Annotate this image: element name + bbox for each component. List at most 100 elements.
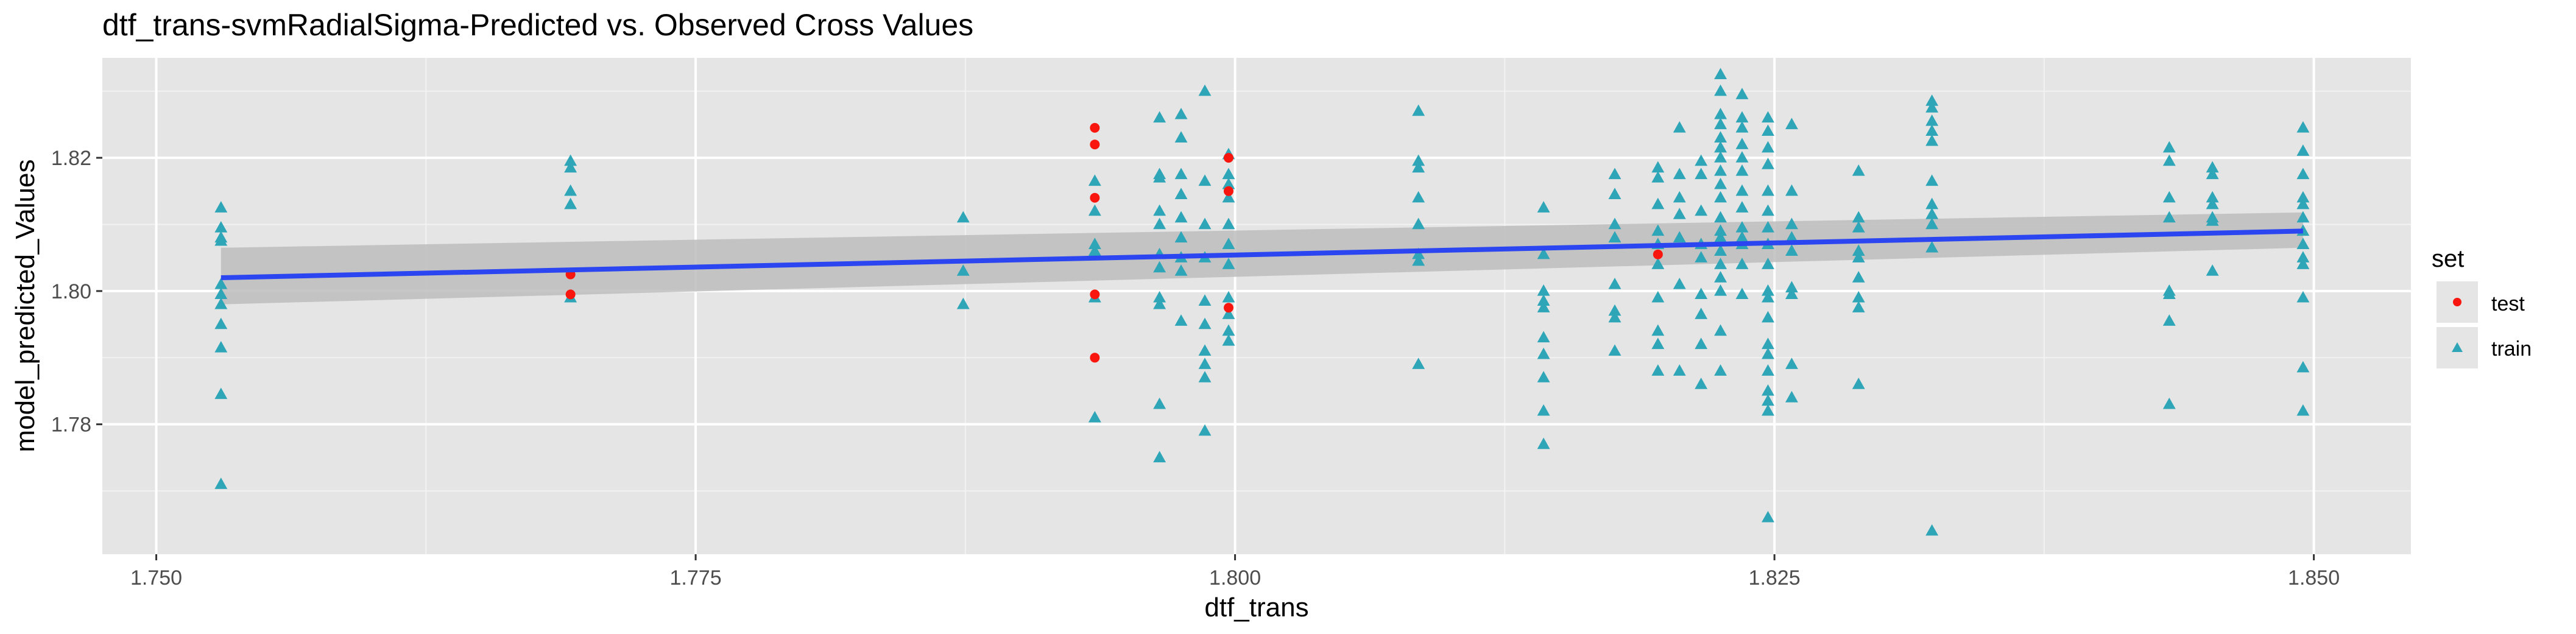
train-point	[1153, 397, 1166, 409]
test-point	[1653, 249, 1663, 259]
train-point	[564, 161, 577, 173]
train-point	[1852, 251, 1865, 262]
train-point	[1651, 291, 1665, 303]
train-point	[1222, 191, 1235, 203]
train-point	[1714, 211, 1727, 223]
train-point	[1537, 201, 1550, 213]
train-point	[564, 154, 577, 166]
train-point	[1735, 111, 1749, 123]
train-point	[1785, 390, 1798, 403]
train-point	[1651, 258, 1665, 269]
train-point	[1608, 217, 1621, 230]
train-point	[1762, 394, 1774, 406]
train-point	[1762, 384, 1774, 396]
train-point	[1735, 164, 1749, 176]
train-point	[1714, 258, 1727, 269]
train-point	[1088, 410, 1101, 423]
train-point	[1762, 364, 1774, 376]
train-point	[1925, 134, 1939, 146]
train-point	[1088, 244, 1101, 256]
train-point	[1762, 158, 1774, 169]
train-point	[214, 297, 228, 309]
train-point	[214, 277, 228, 289]
train-point	[1198, 84, 1212, 96]
train-point	[1537, 301, 1550, 312]
train-point	[2206, 191, 2219, 203]
y-tick-label: 1.82	[51, 147, 91, 170]
confidence-band	[221, 212, 2303, 305]
train-point	[2162, 191, 2176, 203]
train-point	[214, 387, 228, 400]
train-point	[2162, 211, 2176, 223]
train-point	[1735, 287, 1749, 300]
train-point	[1714, 141, 1727, 153]
train-point	[1198, 371, 1212, 382]
y-tick-label: 1.78	[51, 414, 91, 437]
train-point	[1762, 291, 1774, 303]
train-point	[2162, 314, 2176, 326]
train-point	[1198, 424, 1212, 436]
train-point	[1714, 164, 1727, 176]
train-point	[1714, 224, 1727, 236]
train-point	[1925, 241, 1939, 253]
train-point	[1412, 161, 1425, 173]
train-point	[2162, 154, 2176, 166]
legend: set test train	[2432, 245, 2532, 368]
train-point	[1153, 291, 1166, 303]
train-point	[1762, 204, 1774, 216]
train-point	[1651, 161, 1665, 173]
train-point	[1222, 291, 1235, 303]
train-point	[2162, 397, 2176, 409]
train-point	[1762, 184, 1774, 196]
train-point	[1537, 371, 1550, 382]
train-point	[1222, 258, 1235, 269]
train-point	[1222, 217, 1235, 230]
train-point	[1735, 121, 1749, 133]
train-point	[1695, 167, 1708, 180]
train-point	[1412, 217, 1425, 230]
train-point	[1735, 220, 1749, 233]
train-point	[1222, 177, 1235, 189]
train-point	[1198, 317, 1212, 329]
data-points-layer	[214, 68, 2310, 536]
train-point	[1852, 220, 1865, 233]
train-point	[1222, 308, 1235, 319]
train-point	[1762, 311, 1774, 323]
train-point	[1153, 204, 1166, 216]
train-point	[956, 264, 970, 276]
train-point	[1785, 358, 1798, 369]
train-point	[1695, 287, 1708, 300]
chart-title: dtf_trans-svmRadialSigma-Predicted vs. O…	[102, 8, 973, 42]
train-point	[2296, 404, 2310, 416]
train-point	[1174, 211, 1188, 223]
train-point	[1198, 174, 1212, 186]
legend-title: set	[2432, 245, 2464, 272]
train-point	[1714, 284, 1727, 296]
test-point	[1090, 122, 1100, 133]
train-point	[1198, 217, 1212, 230]
x-tick-label: 1.750	[130, 566, 182, 590]
train-point	[1852, 211, 1865, 223]
train-point	[1714, 271, 1727, 283]
train-point	[1153, 451, 1166, 463]
train-point	[1714, 107, 1727, 119]
train-point	[1537, 294, 1550, 306]
train-point	[1714, 177, 1727, 189]
train-point	[1222, 334, 1235, 346]
train-point	[2296, 238, 2310, 250]
train-point	[1153, 171, 1166, 183]
train-point	[1735, 201, 1749, 213]
train-point	[564, 184, 577, 196]
train-point	[1695, 251, 1708, 262]
train-point	[2296, 258, 2310, 269]
train-point	[1735, 184, 1749, 196]
test-point	[1090, 289, 1100, 300]
y-axis-label: model_predicted_Values	[10, 159, 40, 452]
train-point	[214, 287, 228, 300]
train-point	[1785, 281, 1798, 293]
train-point	[1695, 308, 1708, 319]
train-point	[1695, 337, 1708, 350]
train-point	[1762, 347, 1774, 359]
train-point	[1608, 344, 1621, 356]
train-point	[1198, 358, 1212, 369]
